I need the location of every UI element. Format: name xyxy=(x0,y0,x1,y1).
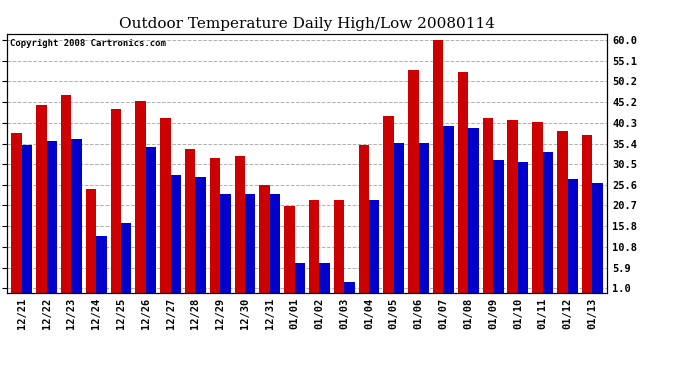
Bar xyxy=(284,206,295,292)
Bar xyxy=(592,183,603,292)
Bar xyxy=(369,200,380,292)
Bar xyxy=(160,118,170,292)
Bar xyxy=(582,135,592,292)
Bar xyxy=(121,223,131,292)
Bar xyxy=(483,118,493,292)
Bar xyxy=(220,194,230,292)
Bar xyxy=(210,158,220,292)
Bar xyxy=(96,236,107,292)
Bar xyxy=(433,40,444,292)
Bar xyxy=(270,194,280,292)
Bar xyxy=(408,69,419,292)
Bar xyxy=(47,141,57,292)
Bar xyxy=(170,175,181,292)
Bar xyxy=(309,200,319,292)
Bar xyxy=(458,72,469,292)
Bar xyxy=(22,145,32,292)
Bar xyxy=(444,126,454,292)
Bar xyxy=(394,143,404,292)
Bar xyxy=(518,162,529,292)
Bar xyxy=(135,101,146,292)
Bar xyxy=(71,139,82,292)
Bar xyxy=(259,185,270,292)
Bar xyxy=(86,189,96,292)
Bar xyxy=(567,179,578,292)
Bar xyxy=(493,160,504,292)
Bar xyxy=(11,133,22,292)
Bar xyxy=(319,263,330,292)
Bar xyxy=(557,130,567,292)
Bar xyxy=(195,177,206,292)
Bar xyxy=(344,282,355,292)
Text: Copyright 2008 Cartronics.com: Copyright 2008 Cartronics.com xyxy=(10,39,166,48)
Bar xyxy=(235,156,245,292)
Bar xyxy=(295,263,305,292)
Bar xyxy=(507,120,518,292)
Bar xyxy=(110,110,121,292)
Bar xyxy=(532,122,543,292)
Bar xyxy=(245,194,255,292)
Bar xyxy=(384,116,394,292)
Bar xyxy=(359,145,369,292)
Bar xyxy=(334,200,344,292)
Bar xyxy=(543,152,553,292)
Bar xyxy=(185,150,195,292)
Bar xyxy=(61,95,71,292)
Bar xyxy=(36,105,47,292)
Bar xyxy=(146,147,156,292)
Bar xyxy=(419,143,429,292)
Bar xyxy=(469,128,479,292)
Title: Outdoor Temperature Daily High/Low 20080114: Outdoor Temperature Daily High/Low 20080… xyxy=(119,17,495,31)
